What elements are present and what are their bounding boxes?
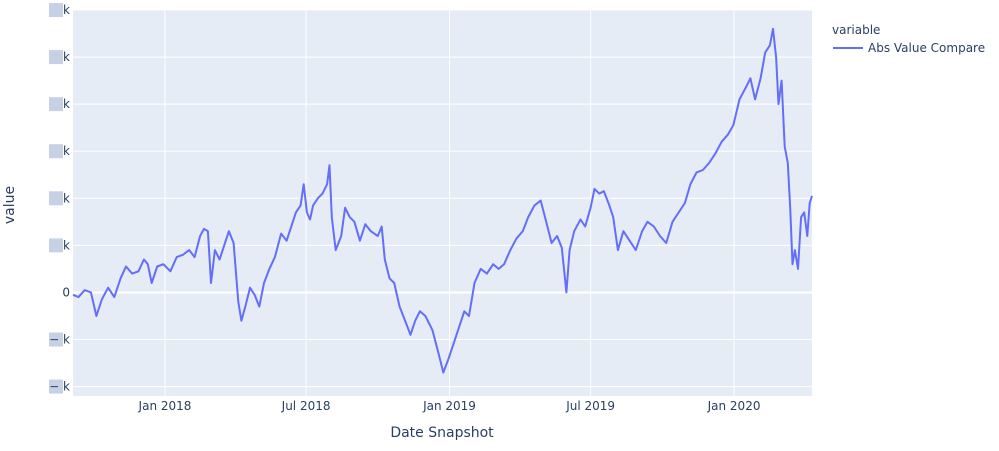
legend-item[interactable]: Abs Value Compare: [833, 41, 985, 55]
y-tick-label: − k: [49, 333, 70, 347]
y-tick-redaction: [49, 50, 63, 65]
y-tick-redaction: [49, 97, 63, 112]
y-tick-label: k: [63, 50, 70, 64]
y-tick-label: 0: [62, 285, 70, 299]
y-tick-label: k: [63, 238, 70, 252]
x-tick-label: Jan 2019: [422, 399, 476, 413]
x-axis-ticks: Jan 2018 Jul 2018 Jan 2019 Jul 2019 Jan 2020: [138, 399, 761, 413]
series-line-abs-value-compare[interactable]: [72, 27, 813, 374]
x-tick-label: Jul 2019: [565, 399, 615, 413]
y-tick-redaction: [49, 191, 63, 206]
y-tick-label: k: [63, 97, 70, 111]
y-tick-redaction: [49, 379, 63, 394]
x-axis-title: Date Snapshot: [390, 425, 494, 441]
y-tick-redaction: [49, 332, 63, 347]
y-tick-label: k: [63, 144, 70, 158]
y-axis-ticks: − k − k 0 k k k k k k: [49, 3, 70, 394]
y-axis-title: value: [2, 186, 18, 224]
x-tick-label: Jul 2018: [281, 399, 331, 413]
plot-area-background: [73, 10, 812, 396]
x-tick-label: Jan 2020: [707, 399, 761, 413]
y-tick-redaction: [49, 238, 63, 253]
series-layer: [72, 27, 813, 374]
y-tick-redaction: [49, 3, 63, 17]
y-tick-label: k: [63, 191, 70, 205]
y-tick-label: − k: [49, 380, 70, 394]
legend[interactable]: variable Abs Value Compare: [832, 23, 985, 55]
legend-item-label: Abs Value Compare: [868, 41, 985, 55]
y-tick-redaction: [49, 144, 63, 159]
x-tick-label: Jan 2018: [138, 399, 192, 413]
legend-title: variable: [832, 23, 880, 37]
y-tick-label: k: [63, 3, 70, 17]
